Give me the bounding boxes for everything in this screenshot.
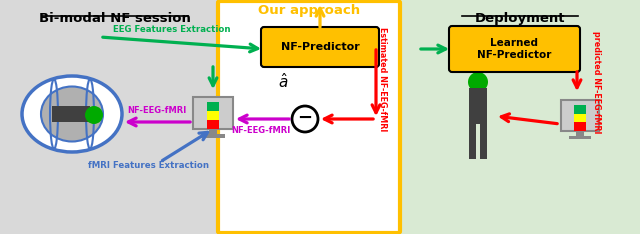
Text: Estimated NF-EEG-fMRI: Estimated NF-EEG-fMRI [378,27,387,131]
Bar [480,124,487,159]
Circle shape [292,106,318,132]
Text: Our approach: Our approach [258,4,360,17]
Bar [574,105,586,114]
FancyBboxPatch shape [261,27,379,67]
Circle shape [85,106,103,124]
Bar [469,124,476,159]
FancyBboxPatch shape [0,0,272,234]
Bar [207,120,219,129]
Bar [574,122,586,131]
Bar [209,128,217,136]
Ellipse shape [41,87,103,142]
Bar [469,88,487,124]
Text: Deployment: Deployment [475,12,565,25]
Text: −: − [298,109,312,127]
FancyBboxPatch shape [218,1,400,233]
Bar [576,130,584,137]
Bar [574,114,586,122]
FancyBboxPatch shape [449,26,580,72]
Text: Bi-modal NF session: Bi-modal NF session [39,12,191,25]
Text: EEG Features Extraction: EEG Features Extraction [113,26,231,34]
Bar [193,97,233,129]
Bar [207,111,219,120]
Text: Learned
NF-Predictor: Learned NF-Predictor [477,38,551,60]
Text: fMRI Features Extraction: fMRI Features Extraction [88,161,209,171]
Bar [207,102,219,111]
Text: predicted NF-EEG-fMRI: predicted NF-EEG-fMRI [591,31,600,133]
Circle shape [468,72,488,92]
Ellipse shape [22,76,122,152]
Bar [568,135,591,139]
Bar [52,106,90,122]
Text: NF-Predictor: NF-Predictor [280,42,360,52]
FancyBboxPatch shape [378,0,640,234]
Text: NF-EEG-fMRI: NF-EEG-fMRI [127,106,187,115]
Bar [201,134,225,138]
Text: NF-EEG-fMRI: NF-EEG-fMRI [232,126,291,135]
Text: $\hat{a}$: $\hat{a}$ [278,73,288,91]
Bar [561,100,599,131]
